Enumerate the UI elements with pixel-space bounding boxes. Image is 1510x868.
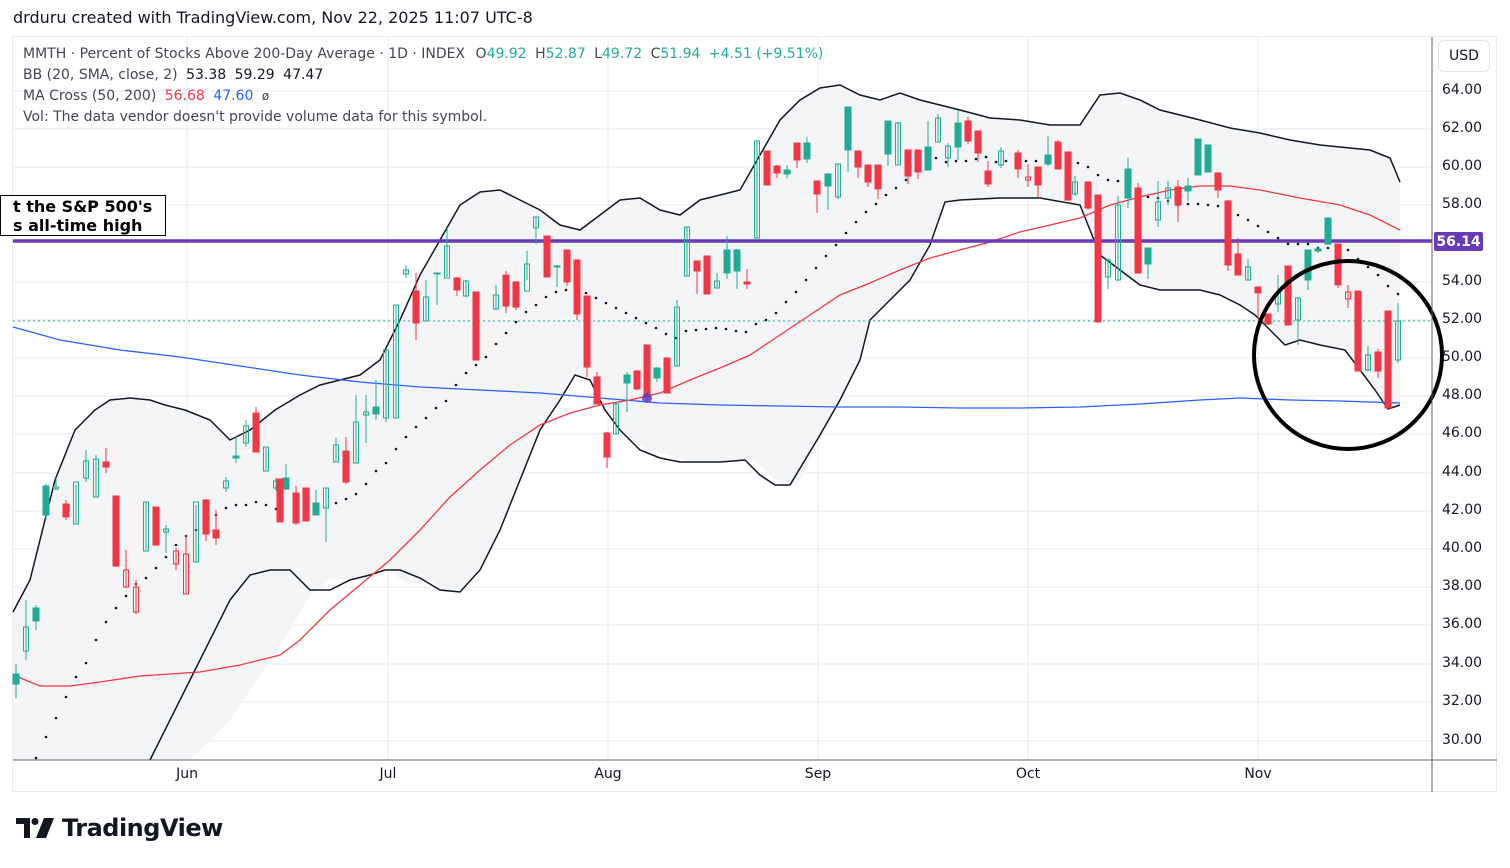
price-tick: 34.00 [1442, 655, 1483, 671]
price-tick: 52.00 [1442, 311, 1483, 327]
chart-frame [12, 36, 1497, 792]
high-value: 52.87 [545, 46, 586, 62]
annotation-line-2: s all-time high [13, 216, 143, 235]
price-tick: 36.00 [1442, 616, 1483, 632]
chart-legend: MMTH · Percent of Stocks Above 200-Day A… [23, 44, 823, 128]
price-tick: 48.00 [1442, 387, 1483, 403]
ma-label: MA Cross (50, 200) [23, 88, 157, 104]
high-label: H [535, 46, 546, 62]
bb-upper: 59.29 [234, 67, 275, 83]
price-tick: 44.00 [1442, 464, 1483, 480]
time-tick-nov: Nov [1244, 766, 1272, 782]
ma50-value: 56.68 [164, 88, 205, 104]
time-tick-aug: Aug [594, 766, 622, 782]
candlesticks [12, 106, 1401, 698]
ma200-line [12, 326, 1401, 409]
open-label: O [475, 46, 487, 62]
change-value: +4.51 (+9.51%) [708, 46, 824, 62]
price-tick: 40.00 [1442, 540, 1483, 556]
tradingview-logo-text: TradingView [62, 814, 223, 842]
legend-ma-row[interactable]: MA Cross (50, 200) 56.68 47.60 ø [23, 86, 823, 107]
close-value: 51.94 [660, 46, 701, 62]
bollinger-upper-line [12, 84, 1401, 613]
time-tick-sep: Sep [804, 766, 832, 782]
price-tick: 32.00 [1442, 693, 1483, 709]
price-tick: 64.00 [1442, 82, 1483, 98]
time-tick-jul: Jul [379, 766, 397, 782]
time-tick-jun: Jun [176, 766, 198, 782]
tradingview-logo-icon [16, 818, 54, 838]
legend-symbol-row[interactable]: MMTH · Percent of Stocks Above 200-Day A… [23, 44, 823, 65]
price-tick: 58.00 [1442, 196, 1483, 212]
price-tick: 30.00 [1442, 732, 1483, 748]
highlight-circle [1252, 259, 1444, 451]
ma200-value: 47.60 [213, 88, 254, 104]
price-tick: 42.00 [1442, 502, 1483, 518]
bb-basis: 53.38 [186, 67, 227, 83]
currency-button[interactable]: USD [1438, 40, 1490, 72]
price-tick: 60.00 [1442, 158, 1483, 174]
price-tick: 54.00 [1442, 273, 1483, 289]
low-label: L [594, 46, 603, 62]
ma-cross-symbol: ø [261, 89, 270, 103]
price-tick: 46.00 [1442, 425, 1483, 441]
attribution-header: drduru created with TradingView.com, Nov… [13, 8, 533, 27]
bb-label: BB (20, SMA, close, 2) [23, 67, 178, 83]
ath-price-tag: 56.14 [1434, 232, 1483, 251]
legend-bb-row[interactable]: BB (20, SMA, close, 2) 53.38 59.29 47.47 [23, 65, 823, 86]
time-tick-oct: Oct [1015, 766, 1041, 782]
tradingview-logo[interactable]: TradingView [16, 814, 223, 842]
bollinger-lower-line [149, 197, 1401, 761]
bb-lower: 47.47 [283, 67, 324, 83]
price-tick: 50.00 [1442, 349, 1483, 365]
up-candles [12, 106, 1401, 698]
annotation-note[interactable]: t the S&P 500's s all-time high [0, 195, 166, 236]
legend-vol-row: Vol: The data vendor doesn't provide vol… [23, 109, 488, 125]
annotation-line-1: t the S&P 500's [13, 197, 153, 216]
down-candles [62, 117, 1392, 614]
bollinger-band-fill [13, 85, 1400, 760]
ma50-line [12, 185, 1401, 687]
price-tick: 62.00 [1442, 120, 1483, 136]
symbol-description: MMTH · Percent of Stocks Above 200-Day A… [23, 46, 466, 62]
low-value: 49.72 [602, 46, 643, 62]
close-label: C [650, 46, 661, 62]
price-tick: 38.00 [1442, 578, 1483, 594]
ma-cross-marker [642, 393, 652, 403]
open-value: 49.92 [486, 46, 527, 62]
